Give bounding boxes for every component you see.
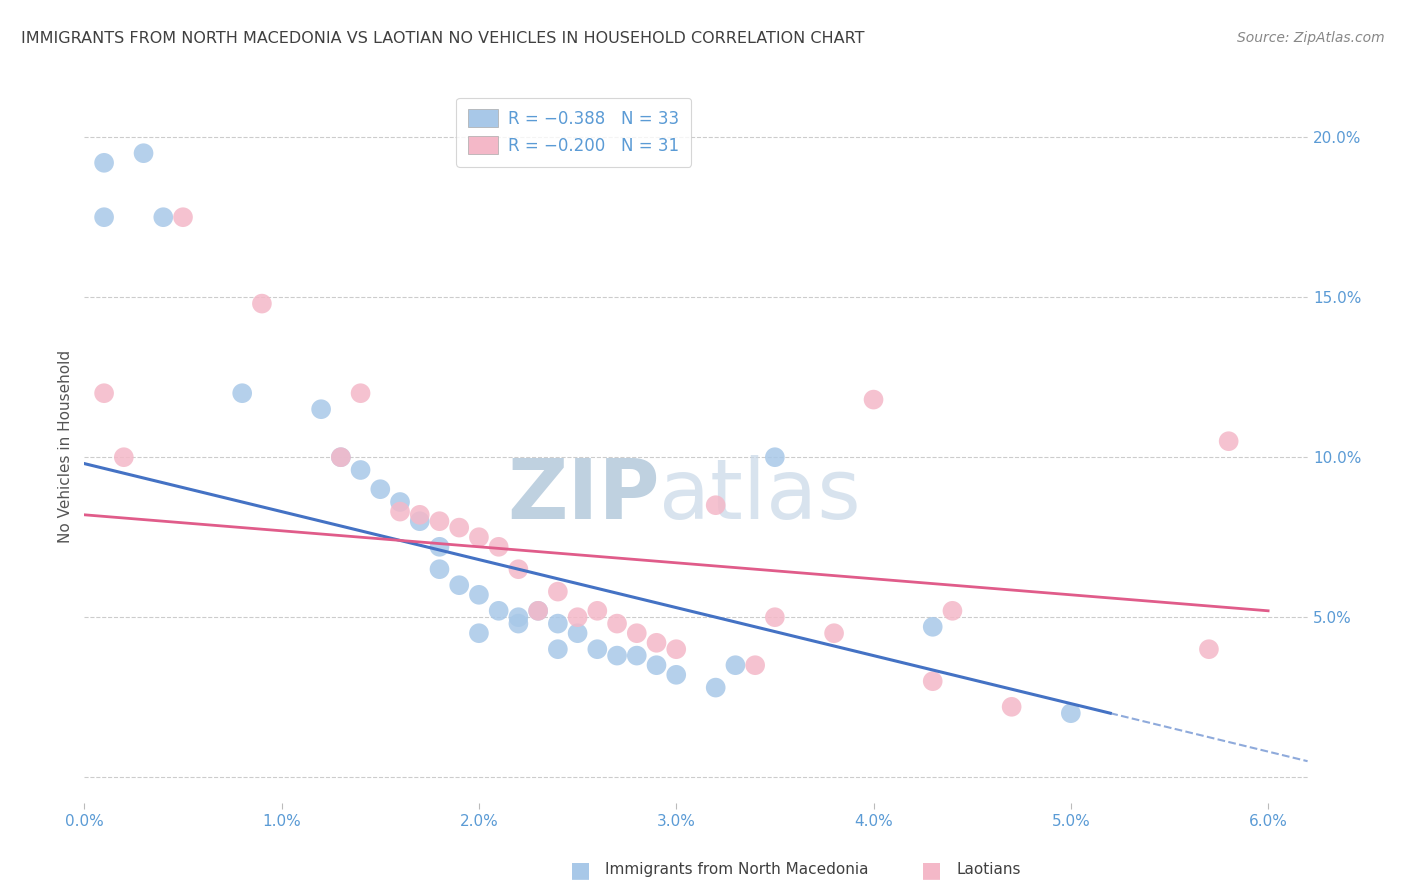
Point <box>1198 642 1220 657</box>
Text: ZIP: ZIP <box>506 456 659 536</box>
Point <box>823 626 845 640</box>
Point <box>704 681 727 695</box>
Text: IMMIGRANTS FROM NORTH MACEDONIA VS LAOTIAN NO VEHICLES IN HOUSEHOLD CORRELATION : IMMIGRANTS FROM NORTH MACEDONIA VS LAOTI… <box>21 31 865 46</box>
Point <box>547 584 569 599</box>
Point <box>547 616 569 631</box>
Point <box>132 146 155 161</box>
Point <box>429 514 451 528</box>
Point <box>468 588 491 602</box>
Point <box>645 658 668 673</box>
Point <box>250 296 273 310</box>
Point <box>763 450 786 465</box>
Point <box>329 450 352 465</box>
Point <box>921 674 943 689</box>
Point <box>449 578 471 592</box>
Point <box>626 626 648 640</box>
Text: Source: ZipAtlas.com: Source: ZipAtlas.com <box>1237 31 1385 45</box>
Point <box>763 610 786 624</box>
Point <box>941 604 963 618</box>
Point <box>508 562 530 576</box>
Text: atlas: atlas <box>659 456 860 536</box>
Point <box>724 658 747 673</box>
Point <box>368 482 391 496</box>
Point <box>704 498 727 512</box>
Point <box>488 540 510 554</box>
Point <box>586 604 609 618</box>
Point <box>527 604 550 618</box>
Point <box>409 514 432 528</box>
Point <box>508 610 530 624</box>
Legend: R = −0.388   N = 33, R = −0.200   N = 31: R = −0.388 N = 33, R = −0.200 N = 31 <box>457 97 690 167</box>
Point <box>1060 706 1083 721</box>
Point <box>349 386 371 401</box>
Point <box>921 620 943 634</box>
Point <box>409 508 432 522</box>
Point <box>527 604 550 618</box>
Point <box>567 626 589 640</box>
Point <box>547 642 569 657</box>
Point <box>862 392 884 407</box>
Point <box>93 386 115 401</box>
Point <box>389 505 412 519</box>
Point <box>449 520 471 534</box>
Point <box>606 616 628 631</box>
Point <box>586 642 609 657</box>
Point <box>645 636 668 650</box>
Point <box>172 210 194 224</box>
Point <box>152 210 174 224</box>
Text: ■: ■ <box>569 860 591 880</box>
Point <box>309 402 332 417</box>
Point <box>112 450 135 465</box>
Point <box>329 450 352 465</box>
Point <box>429 562 451 576</box>
Point <box>93 210 115 224</box>
Y-axis label: No Vehicles in Household: No Vehicles in Household <box>58 350 73 542</box>
Point <box>606 648 628 663</box>
Text: Immigrants from North Macedonia: Immigrants from North Macedonia <box>605 863 868 877</box>
Point <box>389 495 412 509</box>
Point <box>1218 434 1240 449</box>
Point <box>468 530 491 544</box>
Point <box>1001 699 1024 714</box>
Point <box>429 540 451 554</box>
Point <box>349 463 371 477</box>
Point <box>93 156 115 170</box>
Point <box>626 648 648 663</box>
Point <box>508 616 530 631</box>
Point <box>665 668 688 682</box>
Text: Laotians: Laotians <box>956 863 1021 877</box>
Text: ■: ■ <box>921 860 942 880</box>
Point <box>567 610 589 624</box>
Point <box>665 642 688 657</box>
Point <box>488 604 510 618</box>
Point <box>744 658 766 673</box>
Point <box>468 626 491 640</box>
Point <box>231 386 253 401</box>
